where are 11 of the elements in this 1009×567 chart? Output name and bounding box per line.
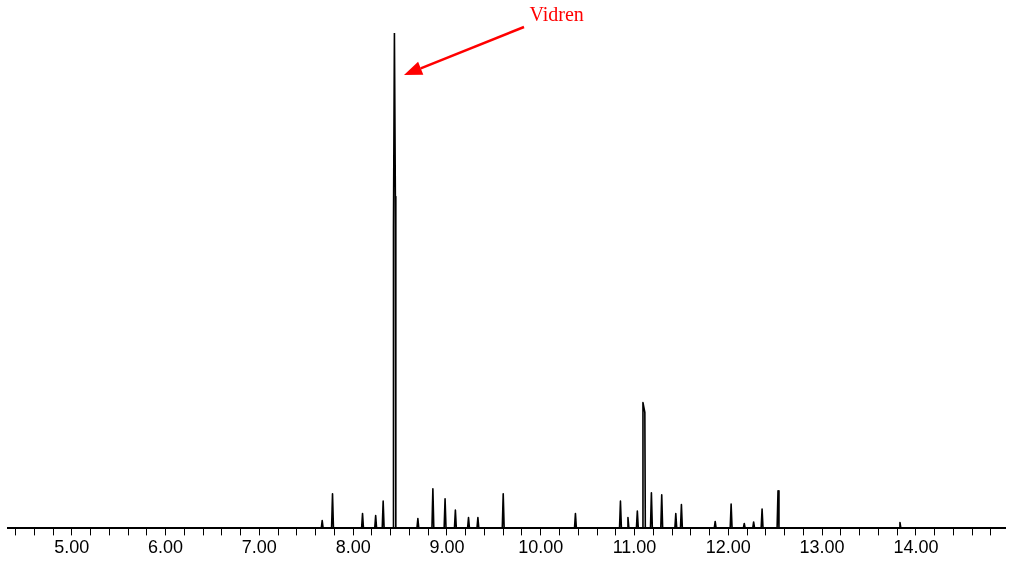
x-tick-label: 11.00: [612, 537, 657, 558]
x-tick-label: 5.00: [54, 537, 90, 558]
x-tick-label: 9.00: [429, 537, 465, 558]
x-tick-label: 7.00: [241, 537, 277, 558]
x-tick-label: 6.00: [148, 537, 184, 558]
x-tick-label: 13.00: [799, 537, 845, 558]
x-tick-label: 14.00: [893, 537, 939, 558]
text: Vidren: [529, 3, 584, 26]
x-tick-label: 8.00: [335, 537, 371, 558]
x-tick-label: 10.00: [518, 537, 564, 558]
x-tick-label: 12.00: [705, 537, 751, 558]
